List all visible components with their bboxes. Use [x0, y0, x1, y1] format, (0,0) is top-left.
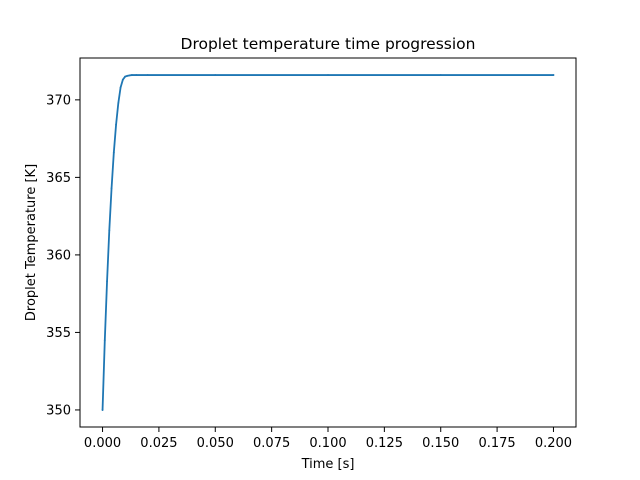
x-axis-ticks: 0.000 0.025 0.050 0.075 0.100 0.125 0.150 0.175… — [84, 427, 572, 451]
data-point — [124, 75, 126, 78]
x-tick-label: 0.125 — [366, 436, 403, 451]
chart-title: Droplet temperature time progression — [181, 35, 476, 53]
x-tick-label: 0.025 — [140, 436, 177, 451]
data-point — [112, 151, 115, 154]
data-point — [214, 74, 217, 76]
x-tick-label: 0.175 — [478, 436, 515, 451]
data-point — [103, 339, 106, 342]
data-point — [327, 74, 329, 76]
data-point — [108, 229, 111, 231]
data-point — [106, 280, 108, 283]
x-tick-label: 0.200 — [535, 436, 572, 451]
data-point — [119, 86, 122, 89]
x-axis-label: Time [s] — [301, 457, 355, 472]
data-point — [115, 123, 117, 126]
y-tick-label: 370 — [46, 93, 71, 108]
y-axis-ticks: 350 355 360 365 370 — [46, 93, 80, 418]
x-tick-label: 0.075 — [253, 436, 290, 451]
y-tick-label: 355 — [46, 326, 71, 341]
x-tick-label: 0.100 — [309, 436, 346, 451]
plot-area — [79, 57, 577, 428]
data-point — [146, 74, 149, 76]
data-point — [439, 74, 442, 76]
data-point — [121, 78, 124, 81]
y-tick-label: 365 — [46, 171, 71, 186]
y-axis-label: Droplet Temperature [K] — [24, 164, 39, 321]
axes-background — [80, 58, 576, 427]
data-point — [135, 74, 138, 76]
x-tick-label: 0.000 — [84, 436, 121, 451]
data-point — [110, 187, 113, 190]
data-point — [126, 74, 129, 77]
series-line-droplet-temperature — [101, 74, 555, 411]
y-tick-label: 360 — [46, 248, 71, 263]
data-point — [101, 409, 104, 411]
data-points — [101, 74, 555, 411]
data-point — [552, 74, 555, 76]
y-tick-label: 350 — [46, 403, 71, 418]
x-tick-label: 0.050 — [197, 436, 234, 451]
data-point — [117, 102, 120, 104]
x-tick-label: 0.150 — [422, 436, 459, 451]
data-point — [130, 74, 133, 76]
data-point — [128, 74, 131, 77]
